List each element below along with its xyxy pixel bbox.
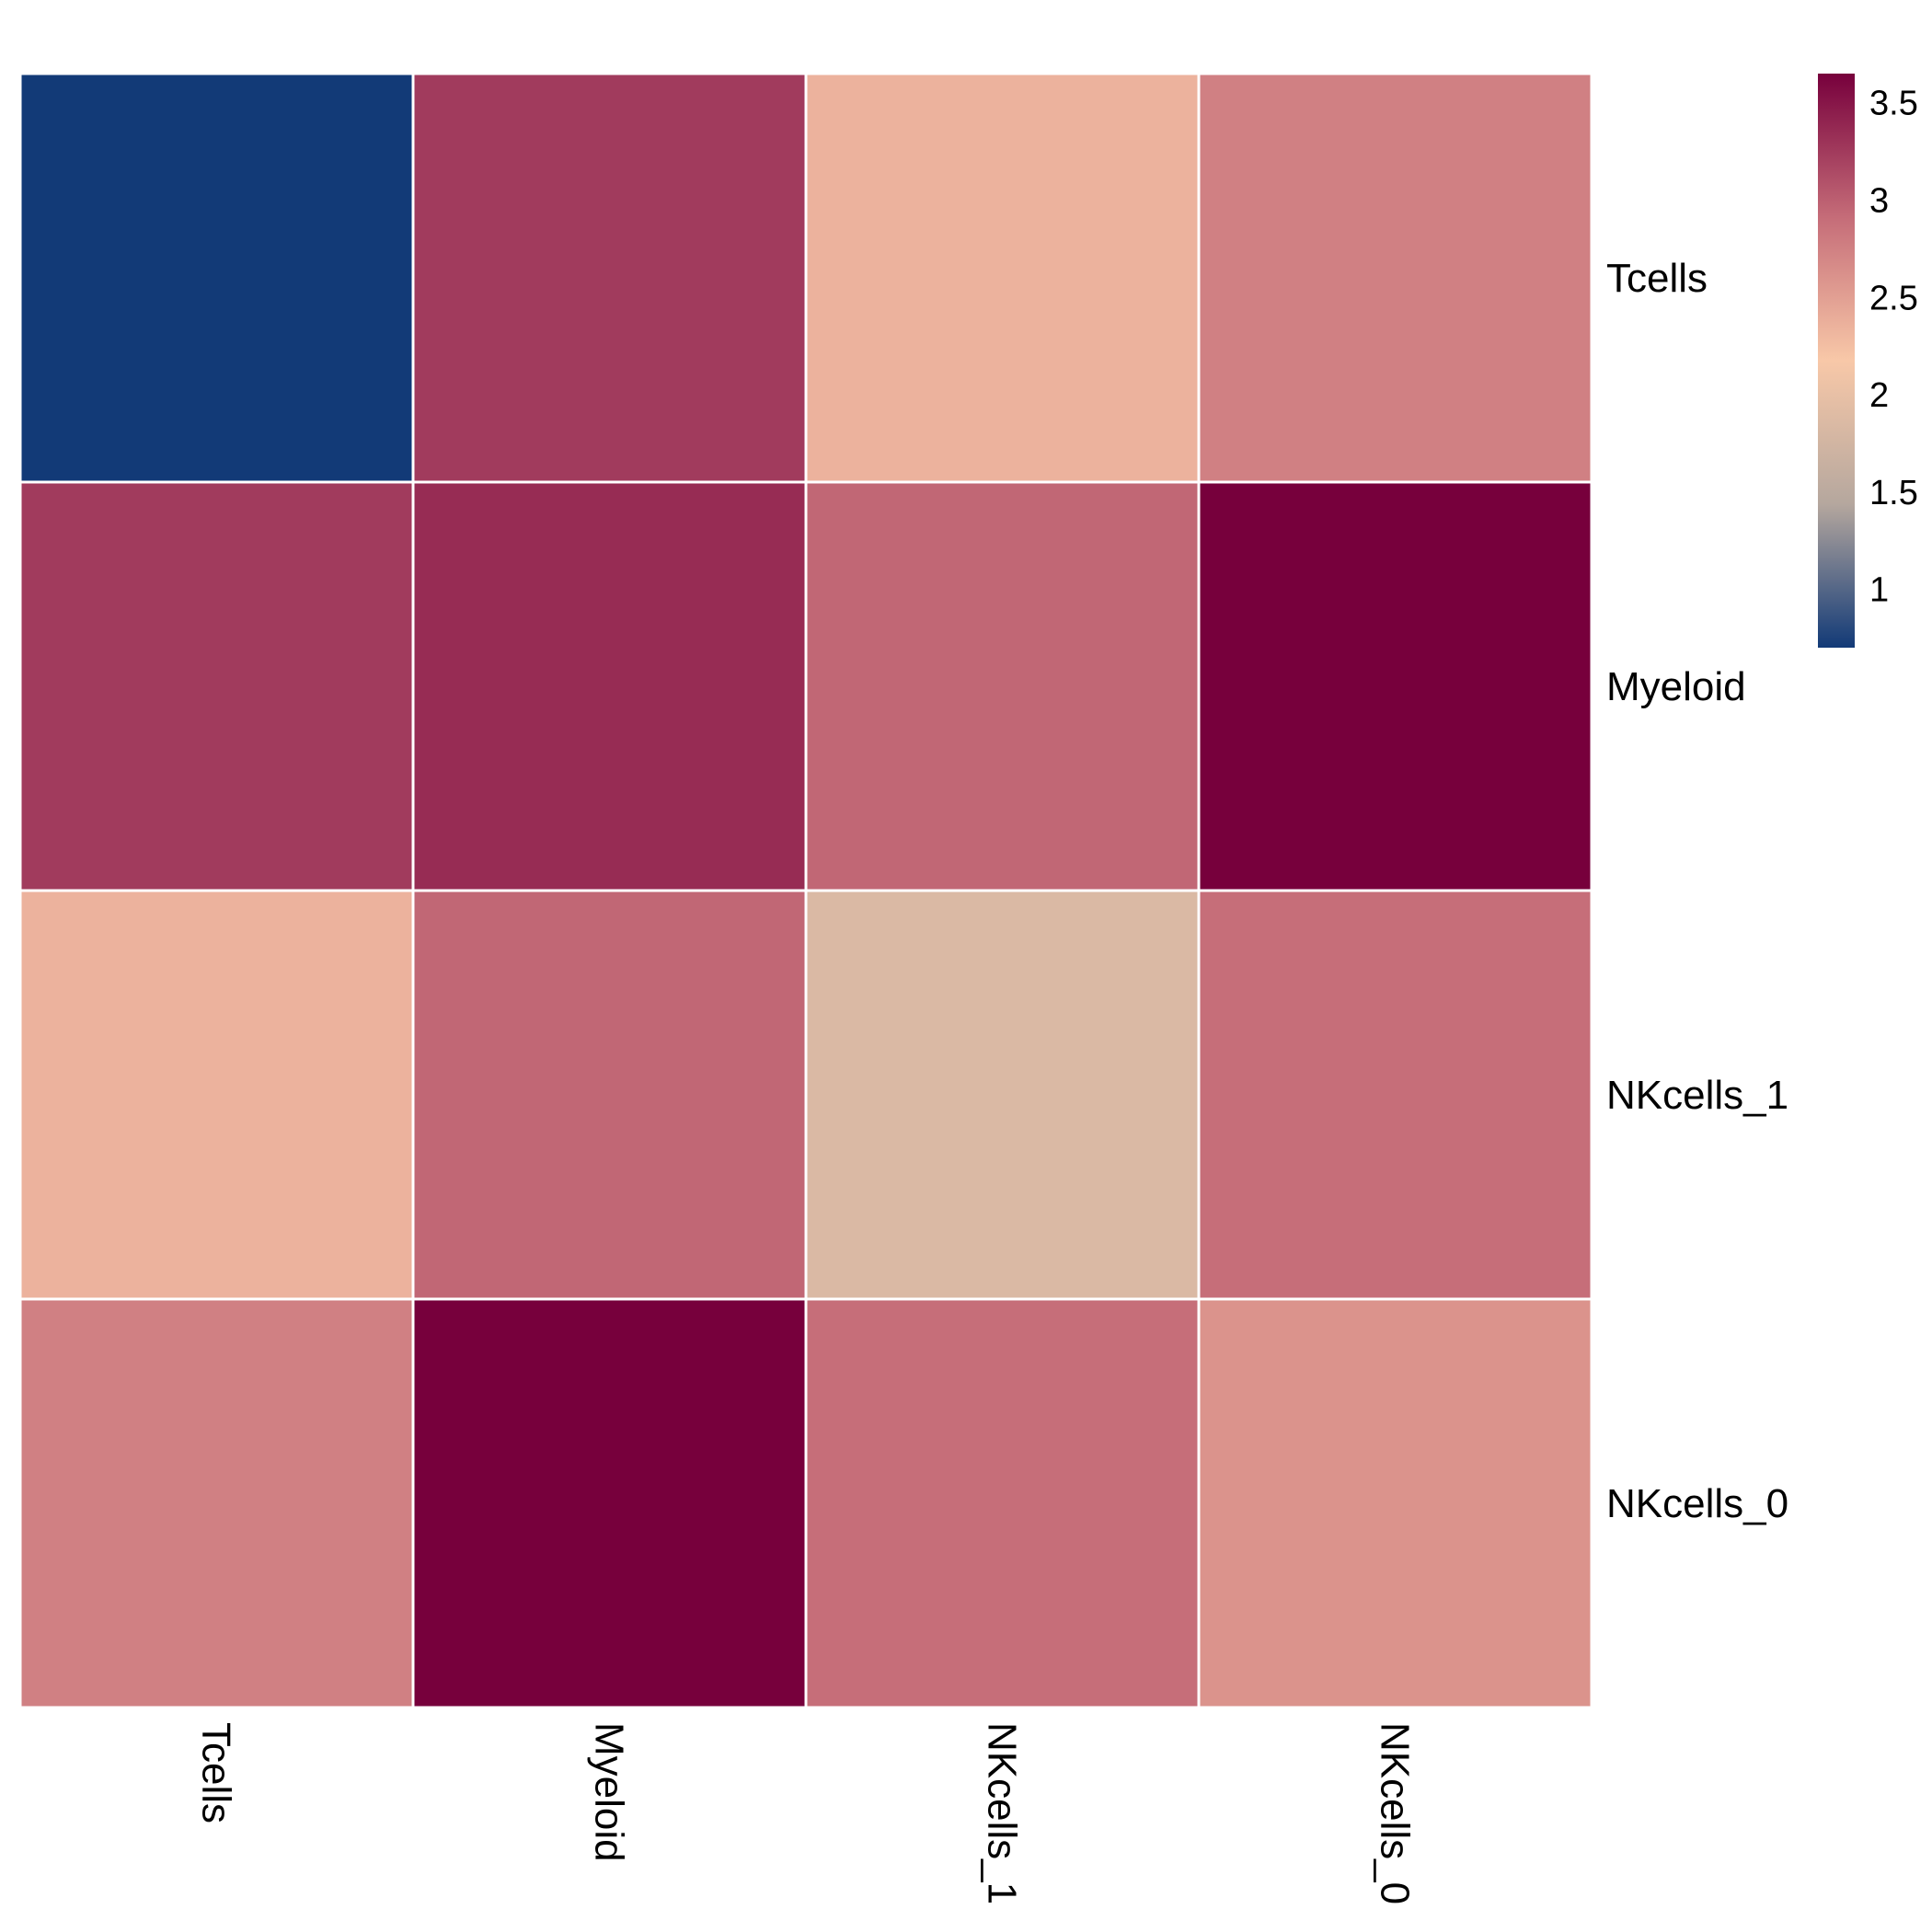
column-labels: Tcells Myeloid NKcells_1 NKcells_0 (194, 1722, 1418, 1904)
row-label-nkcells-1: NKcells_1 (1606, 1073, 1788, 1118)
row-label-myeloid: Myeloid (1606, 664, 1746, 709)
cell-tcells-nkcells-1 (804, 72, 1201, 484)
cell-nkcells-1-nkcells-1 (804, 889, 1201, 1301)
cell-nkcells-0-myeloid (411, 1297, 808, 1709)
row-label-tcells: Tcells (1606, 256, 1708, 301)
colorbar-tick-label: 1.5 (1869, 474, 1918, 512)
cell-nkcells-0-tcells (18, 1297, 415, 1709)
colorbar-gradient (1818, 74, 1855, 648)
cell-nkcells-0-nkcells-0 (1197, 1297, 1593, 1709)
cell-nkcells-1-tcells (18, 889, 415, 1301)
colorbar-tick-label: 3 (1869, 181, 1889, 220)
cell-nkcells-1-myeloid (411, 889, 808, 1301)
cell-myeloid-nkcells-0 (1197, 480, 1593, 892)
column-label-myeloid: Myeloid (587, 1722, 632, 1862)
colorbar-tick-label: 2 (1869, 376, 1889, 415)
cell-myeloid-myeloid (411, 480, 808, 892)
cell-tcells-tcells (18, 72, 415, 484)
cell-myeloid-tcells (18, 480, 415, 892)
cell-nkcells-1-nkcells-0 (1197, 889, 1593, 1301)
cell-nkcells-0-nkcells-1 (804, 1297, 1201, 1709)
colorbar: 1 1.5 2 2.5 3 3.5 (1818, 74, 1918, 648)
cell-myeloid-nkcells-1 (804, 480, 1201, 892)
heatmap-cells (18, 72, 1593, 1709)
colorbar-tick-label: 2.5 (1869, 279, 1918, 317)
cell-tcells-nkcells-0 (1197, 72, 1593, 484)
column-label-tcells: Tcells (194, 1722, 239, 1823)
column-label-nkcells-0: NKcells_0 (1373, 1722, 1418, 1904)
colorbar-tick-label: 3.5 (1869, 85, 1918, 123)
cell-tcells-myeloid (411, 72, 808, 484)
column-label-nkcells-1: NKcells_1 (980, 1722, 1025, 1904)
colorbar-tick-label: 1 (1869, 571, 1889, 610)
row-labels: Tcells Myeloid NKcells_1 NKcells_0 (1606, 256, 1788, 1526)
row-label-nkcells-0: NKcells_0 (1606, 1481, 1788, 1526)
